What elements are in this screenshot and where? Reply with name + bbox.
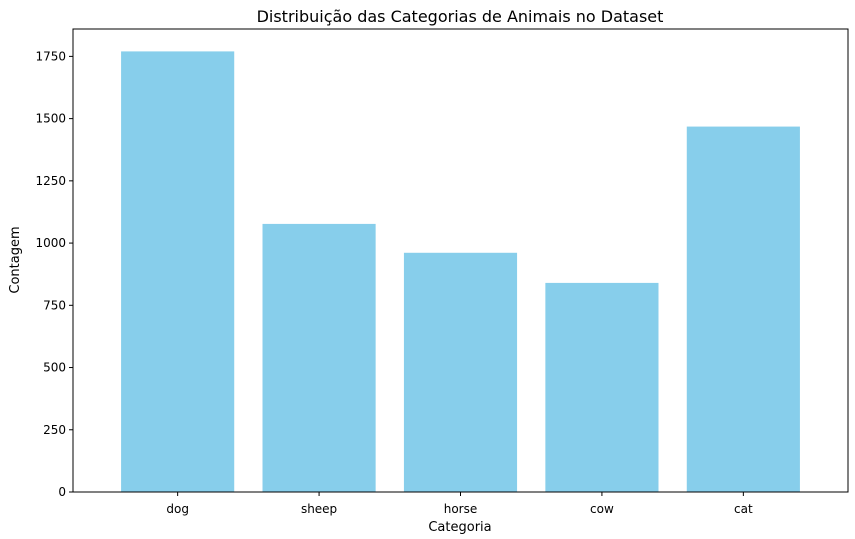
y-tick-label-1750: 1750 xyxy=(35,49,66,63)
y-tick-label-750: 750 xyxy=(43,298,66,312)
x-tick-label-cow: cow xyxy=(590,502,614,516)
y-tick-label-500: 500 xyxy=(43,361,66,375)
x-tick-label-dog: dog xyxy=(166,502,189,516)
y-tick-label-250: 250 xyxy=(43,423,66,437)
y-tick-label-1250: 1250 xyxy=(35,174,66,188)
y-tick-label-0: 0 xyxy=(58,485,66,499)
x-tick-label-horse: horse xyxy=(444,502,478,516)
bar-cat xyxy=(686,126,800,492)
y-tick-label-1000: 1000 xyxy=(35,236,66,250)
bar-horse xyxy=(403,252,518,492)
x-tick-label-cat: cat xyxy=(734,502,753,516)
chart-title: Distribuição das Categorias de Animais n… xyxy=(257,7,664,26)
y-axis: 0 250 500 750 1000 1250 1500 1750 xyxy=(35,49,73,499)
y-axis-label: Contagem xyxy=(8,226,23,293)
x-tick-label-sheep: sheep xyxy=(301,502,337,516)
bars-group xyxy=(121,51,800,492)
x-axis: dog sheep horse cow cat xyxy=(166,492,753,516)
bar-sheep xyxy=(262,223,376,492)
y-tick-label-1500: 1500 xyxy=(35,112,66,126)
bar-dog xyxy=(121,51,235,492)
bar-cow xyxy=(545,282,659,492)
x-axis-label: Categoria xyxy=(428,520,491,535)
